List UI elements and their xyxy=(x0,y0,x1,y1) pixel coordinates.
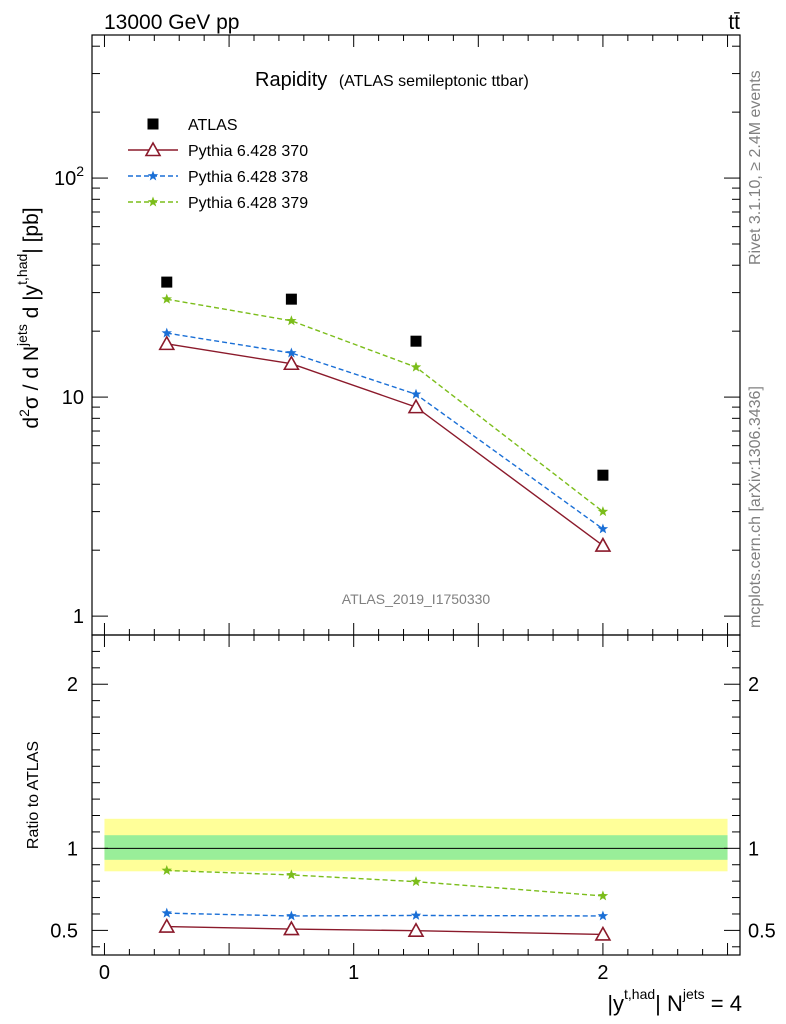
main-y-tick-labels: 1 10 102 xyxy=(54,163,84,628)
main-axis-ticks xyxy=(92,35,740,635)
ratio-y-tick-label-left: 1 xyxy=(67,838,78,860)
ratio-frame-rect xyxy=(91,634,741,956)
legend-marker-3 xyxy=(147,196,159,207)
ratio-point-2-1 xyxy=(286,869,297,880)
data-point-3-1 xyxy=(286,315,297,326)
data-point-1-0 xyxy=(158,335,176,351)
watermark: ATLAS_2019_I1750330 xyxy=(342,591,491,607)
process-label: tt̄ xyxy=(728,11,740,34)
series-line-3 xyxy=(166,298,604,513)
ratio-line-1 xyxy=(166,912,603,917)
ratio-y-tick-label-right: 2 xyxy=(748,674,759,696)
legend-marker-2 xyxy=(147,170,159,181)
ratio-point-0-3 xyxy=(594,925,612,941)
y-tick-label: 10 xyxy=(62,387,84,409)
main-panel: Rapidity (ATLAS semileptonic ttbar) ATLA… xyxy=(14,34,741,636)
ratio-point-2-3 xyxy=(597,890,609,901)
ratio-line-2 xyxy=(166,869,603,897)
energy-label: 13000 GeV pp xyxy=(104,11,239,34)
main-series xyxy=(158,276,612,552)
inner-uncertainty-band xyxy=(104,835,728,860)
data-point-0-2 xyxy=(410,335,422,347)
data-point-2-3 xyxy=(597,523,609,534)
ratio-y-axis-label: Ratio to ATLAS xyxy=(25,741,42,849)
ratio-y-tick-label-left: 2 xyxy=(67,674,78,696)
chart-title-sub: (ATLAS semileptonic ttbar) xyxy=(339,73,529,90)
x-tick-label: 1 xyxy=(348,962,359,984)
data-point-1-3 xyxy=(594,536,612,552)
ratio-point-1-1 xyxy=(286,910,297,921)
main-y-axis-label-text: d2σ / d Njets d |yt,had| [pb] xyxy=(14,207,43,428)
chart-title: Rapidity (ATLAS semileptonic ttbar) xyxy=(255,69,529,91)
x-tick-label: 2 xyxy=(597,962,608,984)
x-tick-label: 0 xyxy=(99,962,110,984)
data-point-3-2 xyxy=(410,361,422,372)
ratio-plot-frame xyxy=(91,634,741,956)
ratio-series xyxy=(158,864,612,941)
data-point-1-2 xyxy=(407,398,425,414)
legend-label-1: Pythia 6.428 370 xyxy=(188,143,308,160)
chart-title-main: Rapidity xyxy=(255,69,327,91)
data-point-2-0 xyxy=(161,327,172,338)
y-tick-label: 1 xyxy=(73,606,84,628)
ratio-point-1-0 xyxy=(161,907,172,918)
data-point-3-0 xyxy=(161,293,172,304)
ratio-point-0-2 xyxy=(407,922,425,938)
x-axis-label: |yt,had| Njets = 4 xyxy=(607,986,742,1016)
mcplots-label: mcplots.cern.ch [arXiv:1306.3436] xyxy=(747,386,764,628)
data-point-0-3 xyxy=(597,469,609,481)
ratio-uncertainty-bands xyxy=(104,818,728,872)
ratio-line-0 xyxy=(166,925,603,936)
rivet-label: Rivet 3.1.10, ≥ 2.4M events xyxy=(747,70,764,265)
legend-marker-0 xyxy=(147,118,159,130)
data-point-1-1 xyxy=(283,355,300,371)
legend-label-0: ATLAS xyxy=(188,117,238,134)
ratio-axis-ticks xyxy=(92,635,740,955)
legend-label-3: Pythia 6.428 379 xyxy=(188,195,308,212)
ratio-y-tick-label-left: 0.5 xyxy=(50,920,78,942)
ratio-point-0-0 xyxy=(158,917,176,933)
data-point-0-0 xyxy=(161,276,173,288)
ratio-point-2-0 xyxy=(161,864,172,875)
series-line-2 xyxy=(166,332,604,530)
ratio-panel: 0.5 0.5 1 1 2 2 0 1 2 Ratio to ATLAS |yt,had| Nj… xyxy=(25,634,776,1016)
data-point-0-1 xyxy=(285,293,297,305)
ratio-tick-labels: 0.5 0.5 1 1 2 2 0 1 2 xyxy=(50,674,776,984)
data-point-3-3 xyxy=(597,506,609,517)
ratio-point-1-2 xyxy=(410,909,422,920)
series-line-1 xyxy=(166,343,604,547)
legend-label-2: Pythia 6.428 378 xyxy=(188,169,308,186)
data-point-2-1 xyxy=(286,347,297,358)
main-y-axis-label: d2σ / d Njets d |yt,had| [pb] xyxy=(14,207,43,428)
legend-marker-1 xyxy=(144,141,162,157)
ratio-y-tick-label-right: 0.5 xyxy=(748,920,776,942)
ratio-point-0-1 xyxy=(283,920,300,936)
data-point-2-2 xyxy=(410,388,422,399)
y-tick-label: 102 xyxy=(54,163,84,190)
ratio-point-2-2 xyxy=(410,876,422,887)
legend: ATLAS Pythia 6.428 370 Pythia 6.428 378 Pyt… xyxy=(128,117,308,212)
ratio-point-1-3 xyxy=(597,910,609,921)
ratio-y-tick-label-right: 1 xyxy=(748,838,759,860)
